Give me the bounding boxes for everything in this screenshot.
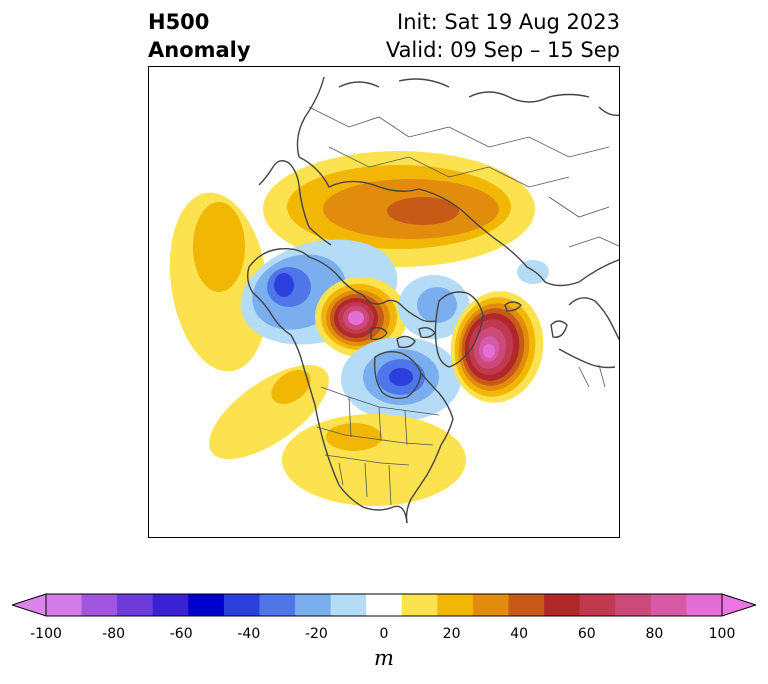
title-line-2: Anomaly [148, 38, 251, 62]
hudson-bay-negative-anomaly [341, 337, 461, 421]
map-title: H500 Anomaly [148, 8, 251, 64]
colorbar-segment [508, 594, 545, 616]
colorbar-tick-label: -100 [30, 626, 62, 642]
init-date: Init: Sat 19 Aug 2023 [397, 10, 620, 34]
colorbar-segment [437, 594, 474, 616]
colorbar-tick-label: -60 [169, 626, 193, 642]
colorbar-segment [223, 594, 260, 616]
colorbar-tick-label: 0 [379, 626, 389, 642]
colorbar [10, 590, 758, 620]
colorbar-units: m [374, 646, 394, 670]
colorbar-tick-label: 100 [708, 626, 736, 642]
colorbar-segment [366, 594, 403, 616]
colorbar-segment [81, 594, 118, 616]
colorbar-segment [615, 594, 652, 616]
valid-period: Valid: 09 Sep – 15 Sep [385, 38, 620, 62]
colorbar-tick-label: 80 [645, 626, 664, 642]
colorbar-segment [579, 594, 616, 616]
colorbar-segment [152, 594, 189, 616]
borders [308, 106, 619, 506]
forecast-dates: Init: Sat 19 Aug 2023 Valid: 09 Sep – 15… [386, 8, 620, 64]
colorbar-segment [295, 594, 332, 616]
colorbar-segment [401, 594, 438, 616]
north-pacific-positive-anomaly [169, 192, 269, 372]
colorbar-segment [188, 594, 225, 616]
siberia-positive-anomaly [263, 151, 535, 267]
colorbar-svg [10, 593, 758, 617]
title-line-1: H500 [148, 10, 210, 34]
anomaly-map [148, 66, 620, 538]
colorbar-segment [46, 594, 83, 616]
colorbar-tick-label: -80 [102, 626, 126, 642]
colorbar-segment [259, 594, 296, 616]
northeast-pacific-positive-anomaly [209, 364, 329, 460]
coastlines [246, 76, 619, 524]
north-atlantic-positive-anomaly [450, 291, 544, 403]
colorbar-segment [472, 594, 510, 616]
colorbar-tick-label: -40 [237, 626, 261, 642]
anomaly-map-svg [169, 76, 619, 524]
colorbar-segment [330, 594, 367, 616]
colorbar-segment [117, 594, 154, 616]
arctic-negative-anomaly [398, 275, 470, 339]
colorbar-segment [544, 594, 581, 616]
colorbar-segment [650, 594, 687, 616]
colorbar-over-arrow [721, 593, 758, 617]
anomaly-shading [169, 151, 549, 506]
colorbar-tick-label: 20 [442, 626, 461, 642]
colorbar-tick-label: -20 [304, 626, 328, 642]
colorbar-segment [686, 594, 723, 616]
colorbar-under-arrow [10, 593, 47, 617]
colorbar-outline [45, 593, 723, 617]
colorbar-tick-label: 40 [510, 626, 529, 642]
colorbar-tick-label: 60 [577, 626, 596, 642]
eastern-us-positive-anomaly [282, 414, 466, 506]
